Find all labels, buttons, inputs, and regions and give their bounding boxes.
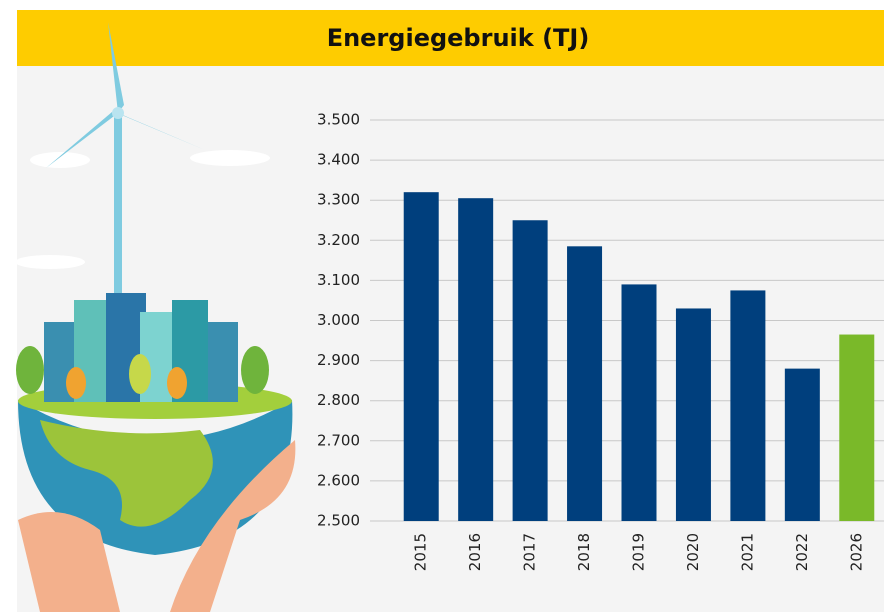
bar bbox=[512, 220, 548, 521]
bar bbox=[403, 192, 439, 521]
bar bbox=[567, 246, 603, 521]
x-tick-label: 2022 bbox=[793, 533, 811, 571]
bar bbox=[784, 368, 820, 521]
bar bbox=[458, 198, 494, 521]
x-tick-label: 2020 bbox=[684, 533, 702, 571]
y-tick-label: 2.600 bbox=[317, 471, 360, 489]
x-tick-label: 2021 bbox=[738, 533, 756, 571]
x-tick-label: 2026 bbox=[847, 533, 865, 571]
x-tick-label: 2015 bbox=[412, 533, 430, 571]
x-tick-label: 2019 bbox=[630, 533, 648, 571]
y-tick-label: 2.700 bbox=[317, 431, 360, 449]
x-tick-label: 2018 bbox=[575, 533, 593, 571]
bar bbox=[730, 290, 766, 521]
y-tick-label: 3.000 bbox=[317, 311, 360, 329]
x-tick-label: 2017 bbox=[521, 533, 539, 571]
illustration bbox=[15, 22, 296, 612]
bar bbox=[839, 334, 875, 521]
y-tick-label: 3.300 bbox=[317, 191, 360, 209]
bar bbox=[675, 308, 711, 521]
y-tick-label: 3.100 bbox=[317, 271, 360, 289]
y-tick-label: 2.500 bbox=[317, 512, 360, 530]
title-banner bbox=[17, 10, 884, 66]
y-tick-label: 3.500 bbox=[317, 111, 360, 129]
x-tick-label: 2016 bbox=[466, 533, 484, 571]
y-tick-label: 3.400 bbox=[317, 151, 360, 169]
chart-title: Energiegebruik (TJ) bbox=[327, 24, 590, 52]
y-tick-label: 3.200 bbox=[317, 231, 360, 249]
y-tick-label: 2.900 bbox=[317, 351, 360, 369]
y-tick-label: 2.800 bbox=[317, 391, 360, 409]
bar bbox=[621, 284, 657, 521]
